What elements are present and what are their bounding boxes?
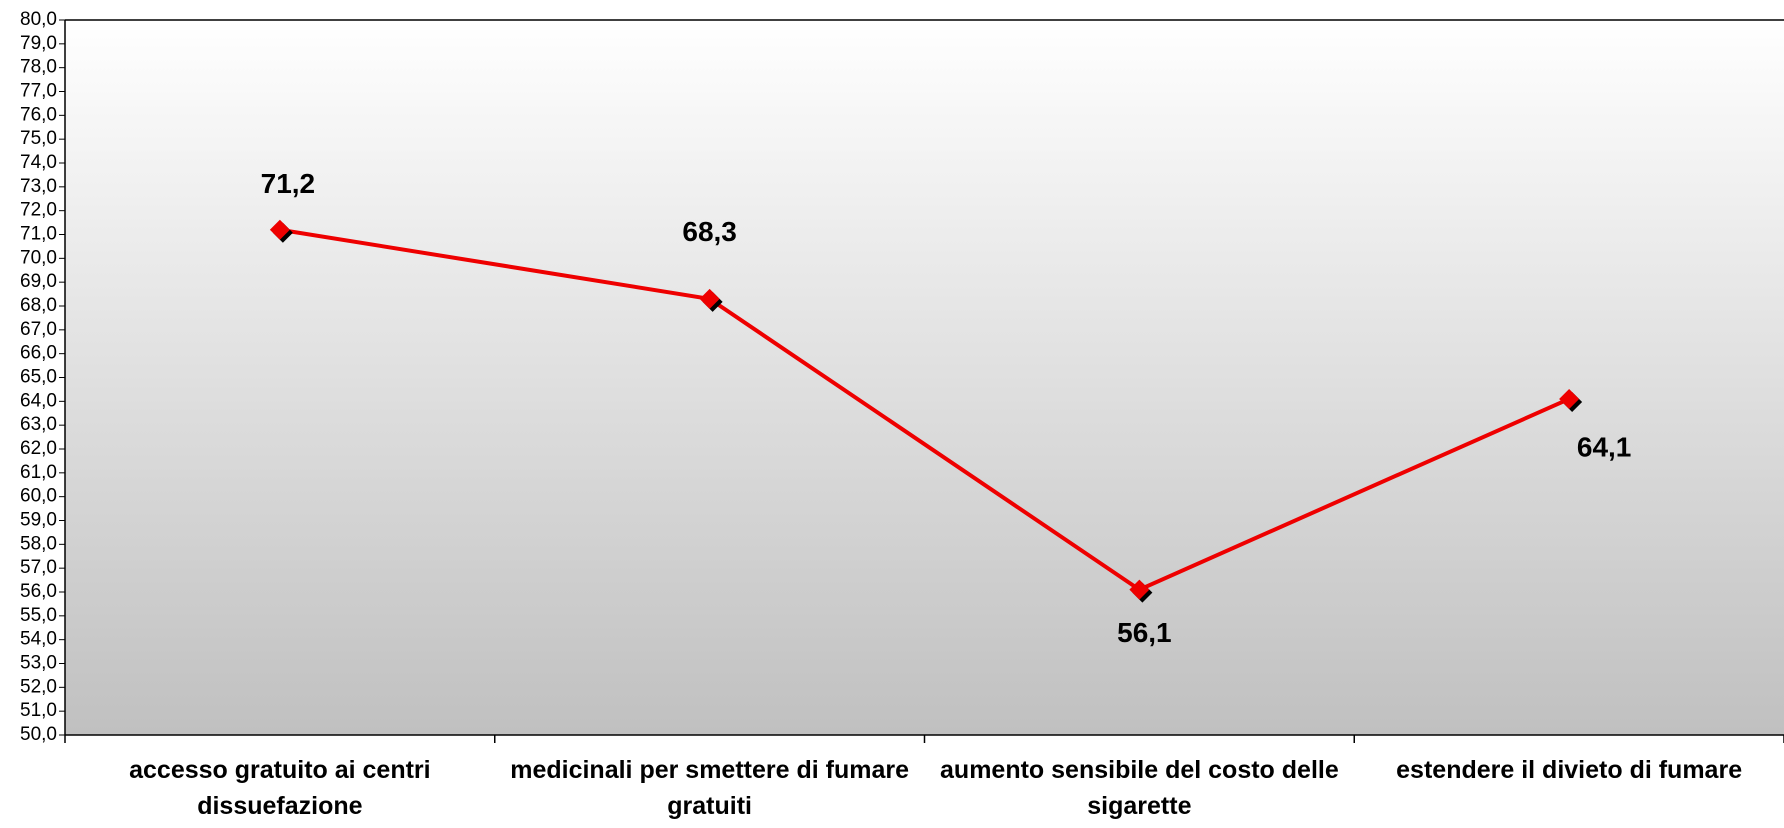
y-tick-label: 54,0 [20, 629, 57, 650]
x-tick-label: accesso gratuito ai centri dissuefazione [129, 756, 431, 820]
y-tick-label: 60,0 [20, 486, 57, 507]
data-label: 68,3 [682, 216, 737, 247]
x-tick-label: estendere il divieto di fumare [1396, 756, 1743, 784]
marker [699, 288, 720, 309]
y-tick-label: 76,0 [20, 104, 57, 125]
x-tick-label: aumento sensibile del costo delle sigare… [940, 756, 1339, 820]
y-tick-label: 50,0 [20, 724, 57, 745]
y-tick-label: 59,0 [20, 510, 57, 531]
y-tick-label: 64,0 [20, 390, 57, 411]
y-tick-label: 51,0 [20, 700, 57, 721]
y-tick-label: 55,0 [20, 605, 57, 626]
y-tick-label: 67,0 [20, 319, 57, 340]
y-tick-label: 65,0 [20, 367, 57, 388]
y-tick-label: 74,0 [20, 152, 57, 173]
y-tick-label: 63,0 [20, 414, 57, 435]
y-tick-label: 53,0 [20, 653, 57, 674]
marker [1129, 579, 1150, 600]
data-label: 64,1 [1577, 431, 1632, 462]
y-tick-label: 56,0 [20, 581, 57, 602]
y-tick-label: 79,0 [20, 33, 57, 54]
y-tick-label: 62,0 [20, 438, 57, 459]
y-tick-label: 70,0 [20, 247, 57, 268]
plot-area [65, 20, 1784, 735]
y-tick-label: 75,0 [20, 128, 57, 149]
y-tick-label: 58,0 [20, 533, 57, 554]
data-label: 56,1 [1117, 617, 1172, 648]
y-tick-label: 57,0 [20, 557, 57, 578]
x-tick-label: medicinali per smettere di fumare gratui… [510, 756, 909, 820]
y-tick-label: 68,0 [20, 295, 57, 316]
y-tick-label: 78,0 [20, 57, 57, 78]
marker [269, 219, 290, 240]
y-tick-label: 52,0 [20, 676, 57, 697]
y-tick-label: 66,0 [20, 343, 57, 364]
marker [1559, 388, 1580, 409]
y-tick-label: 73,0 [20, 176, 57, 197]
y-tick-label: 69,0 [20, 271, 57, 292]
line [279, 227, 1570, 592]
data-label: 71,2 [261, 168, 316, 199]
y-tick-label: 72,0 [20, 200, 57, 221]
y-tick-label: 77,0 [20, 81, 57, 102]
y-tick-label: 61,0 [20, 462, 57, 483]
y-tick-label: 80,0 [20, 9, 57, 30]
y-tick-label: 71,0 [20, 224, 57, 245]
